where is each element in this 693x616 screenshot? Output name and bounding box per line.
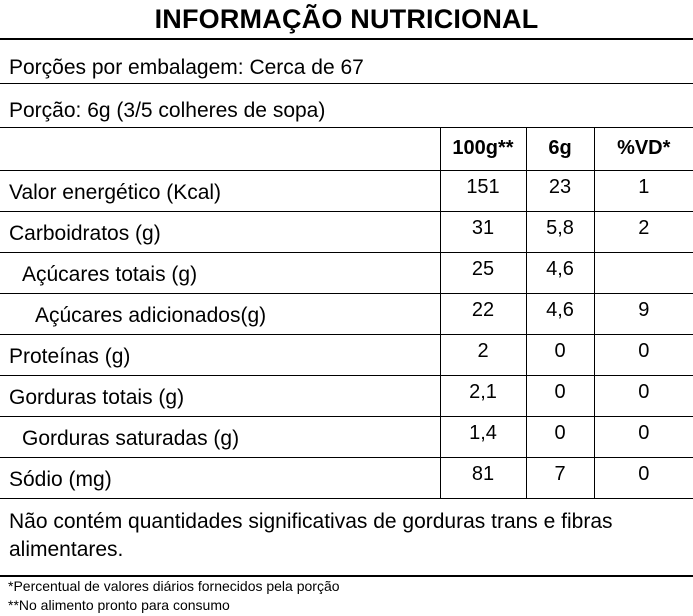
value-100g: 2 [439, 334, 526, 376]
value-portion: 5,8 [525, 211, 594, 253]
table-row: Proteínas (g) 2 0 0 [0, 334, 693, 376]
table-row: Valor energético (Kcal) 151 23 1 [0, 170, 693, 212]
value-portion: 0 [525, 416, 594, 458]
value-portion: 23 [525, 170, 594, 212]
value-portion: 0 [525, 375, 594, 417]
value-100g: 2,1 [439, 375, 526, 417]
value-portion: 4,6 [525, 293, 594, 335]
header-100g: 100g** [439, 128, 526, 171]
header-label-cell [0, 128, 440, 171]
nutrition-table: 100g** 6g %VD* Valor energético (Kcal) 1… [0, 128, 693, 499]
value-vd: 2 [593, 211, 693, 253]
row-label: Açúcares adicionados(g) [0, 293, 440, 335]
value-100g: 1,4 [439, 416, 526, 458]
value-portion: 7 [525, 457, 594, 499]
table-row: Açúcares adicionados(g) 22 4,6 9 [0, 293, 693, 335]
table-row: Gorduras totais (g) 2,1 0 0 [0, 375, 693, 417]
value-vd: 0 [593, 375, 693, 417]
value-portion: 4,6 [525, 252, 594, 294]
table-row: Gorduras saturadas (g) 1,4 0 0 [0, 416, 693, 458]
header-portion: 6g [525, 128, 594, 171]
value-portion: 0 [525, 334, 594, 376]
nutrition-frame [0, 38, 693, 577]
row-label: Gorduras saturadas (g) [0, 416, 440, 458]
nutrition-title: INFORMAÇÃO NUTRICIONAL [154, 4, 539, 34]
value-vd: 0 [593, 334, 693, 376]
footnote-vd: *Percentual de valores diários fornecido… [8, 578, 340, 594]
portion-size: Porção: 6g (3/5 colheres de sopa) [0, 85, 693, 128]
value-100g: 22 [439, 293, 526, 335]
value-100g: 31 [439, 211, 526, 253]
servings-per-package: Porções por embalagem: Cerca de 67 [0, 40, 693, 84]
row-label: Sódio (mg) [0, 457, 440, 499]
trans-fat-fiber-note: Não contém quantidades significativas de… [9, 510, 613, 561]
bottom-divider [0, 575, 693, 577]
value-vd: 1 [593, 170, 693, 212]
value-100g: 81 [439, 457, 526, 499]
footnote-ready-to-eat: **No alimento pronto para consumo [8, 597, 230, 613]
value-vd [593, 252, 693, 294]
table-row: Carboidratos (g) 31 5,8 2 [0, 211, 693, 253]
value-100g: 151 [439, 170, 526, 212]
row-label: Valor energético (Kcal) [0, 170, 440, 212]
row-label: Proteínas (g) [0, 334, 440, 376]
value-vd: 9 [593, 293, 693, 335]
table-row: Sódio (mg) 81 7 0 [0, 457, 693, 499]
value-100g: 25 [439, 252, 526, 294]
row-label: Carboidratos (g) [0, 211, 440, 253]
header-vd: %VD* [593, 128, 693, 171]
table-row: Açúcares totais (g) 25 4,6 [0, 252, 693, 294]
table-header-row: 100g** 6g %VD* [0, 128, 693, 171]
row-label: Açúcares totais (g) [0, 252, 440, 294]
value-vd: 0 [593, 457, 693, 499]
value-vd: 0 [593, 416, 693, 458]
row-label: Gorduras totais (g) [0, 375, 440, 417]
